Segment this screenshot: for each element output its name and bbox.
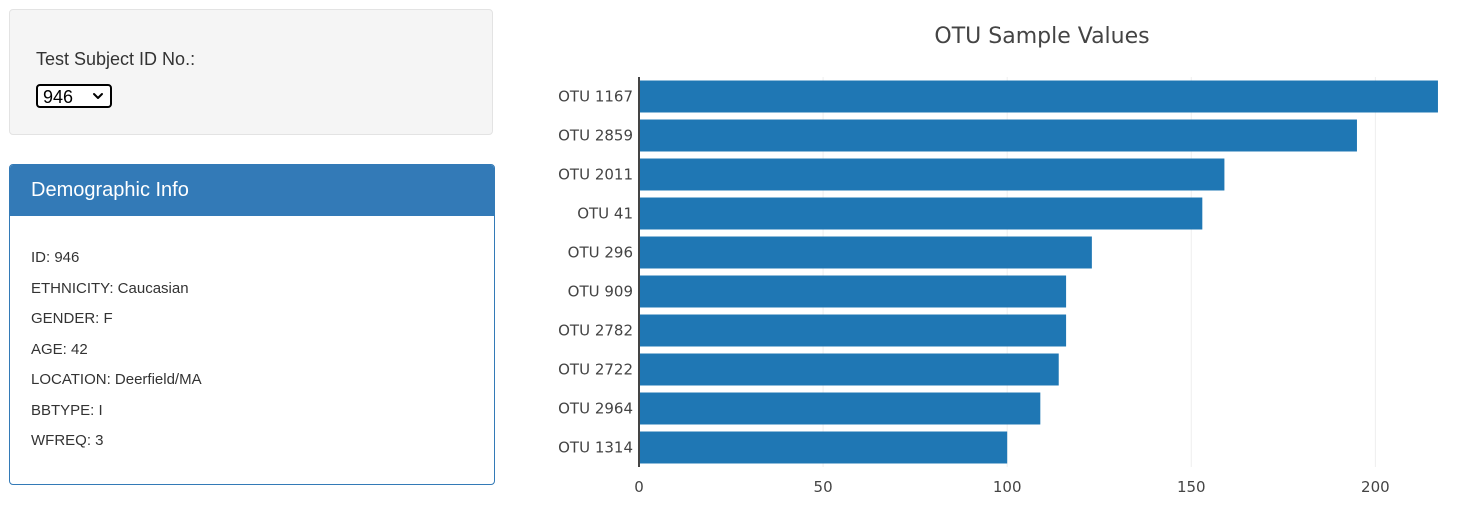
bar[interactable] <box>639 197 1203 230</box>
y-tick-label: OTU 1167 <box>558 88 633 106</box>
bar[interactable] <box>639 431 1008 464</box>
info-ethnicity: ETHNICITY: Caucasian <box>31 279 189 297</box>
y-tick-label: OTU 2782 <box>558 322 633 340</box>
chart-y-tick-labels: OTU 1167 OTU 2859 OTU 2011 OTU 41 OTU 296 OTU… <box>558 88 633 457</box>
bar[interactable] <box>639 314 1067 347</box>
otu-bar-chart-svg: OTU Sample Values OTU 1167 OTU 2859 OTU 20… <box>558 24 1438 496</box>
subject-id-selected-value: 946 <box>43 87 74 107</box>
bar[interactable] <box>639 353 1059 386</box>
x-tick-label: 100 <box>993 478 1022 496</box>
info-gender: GENDER: F <box>31 310 113 327</box>
y-tick-label: OTU 909 <box>568 283 633 301</box>
bar[interactable] <box>639 236 1092 269</box>
info-id: ID: 946 <box>31 249 80 266</box>
info-age: AGE: 42 <box>31 340 88 358</box>
panel-title: Demographic Info <box>31 179 189 201</box>
y-tick-label: OTU 2859 <box>558 127 633 145</box>
bar[interactable] <box>639 392 1041 425</box>
subject-id-select[interactable]: 946 <box>36 84 112 108</box>
chevron-down-icon <box>93 93 103 99</box>
info-location: LOCATION: Deerfield/MA <box>31 371 202 388</box>
subject-selector-panel: Test Subject ID No.: 946 <box>9 9 493 135</box>
bar[interactable] <box>639 275 1067 308</box>
subject-id-label: Test Subject ID No.: <box>36 49 196 69</box>
y-tick-label: OTU 1314 <box>558 439 633 457</box>
bar[interactable] <box>639 119 1357 152</box>
demographic-info-list: ID: 946 ETHNICITY: Caucasian GENDER: F A… <box>31 249 202 463</box>
x-tick-label: 150 <box>1177 478 1206 496</box>
otu-bar-chart: OTU Sample Values OTU 1167 OTU 2859 OTU 20… <box>520 0 1474 520</box>
bar[interactable] <box>639 158 1225 191</box>
chart-x-tick-labels: 0 50 100 150 200 <box>634 478 1389 496</box>
x-tick-label: 0 <box>634 478 644 496</box>
x-tick-label: 50 <box>814 478 833 496</box>
x-tick-label: 200 <box>1361 478 1390 496</box>
y-tick-label: OTU 2964 <box>558 400 633 418</box>
demographic-info-panel: Demographic Info ID: 946 ETHNICITY: Cauc… <box>9 164 495 485</box>
info-wfreq: WFREQ: 3 <box>31 432 104 449</box>
bar[interactable] <box>639 80 1438 113</box>
chart-title: OTU Sample Values <box>934 24 1149 49</box>
y-tick-label: OTU 2722 <box>558 361 633 379</box>
panel-heading: Demographic Info <box>10 165 494 216</box>
chart-bars <box>639 80 1438 464</box>
y-tick-label: OTU 41 <box>577 205 633 223</box>
y-tick-label: OTU 2011 <box>558 166 633 184</box>
info-bbtype: BBTYPE: I <box>31 401 103 419</box>
y-tick-label: OTU 296 <box>568 244 633 262</box>
